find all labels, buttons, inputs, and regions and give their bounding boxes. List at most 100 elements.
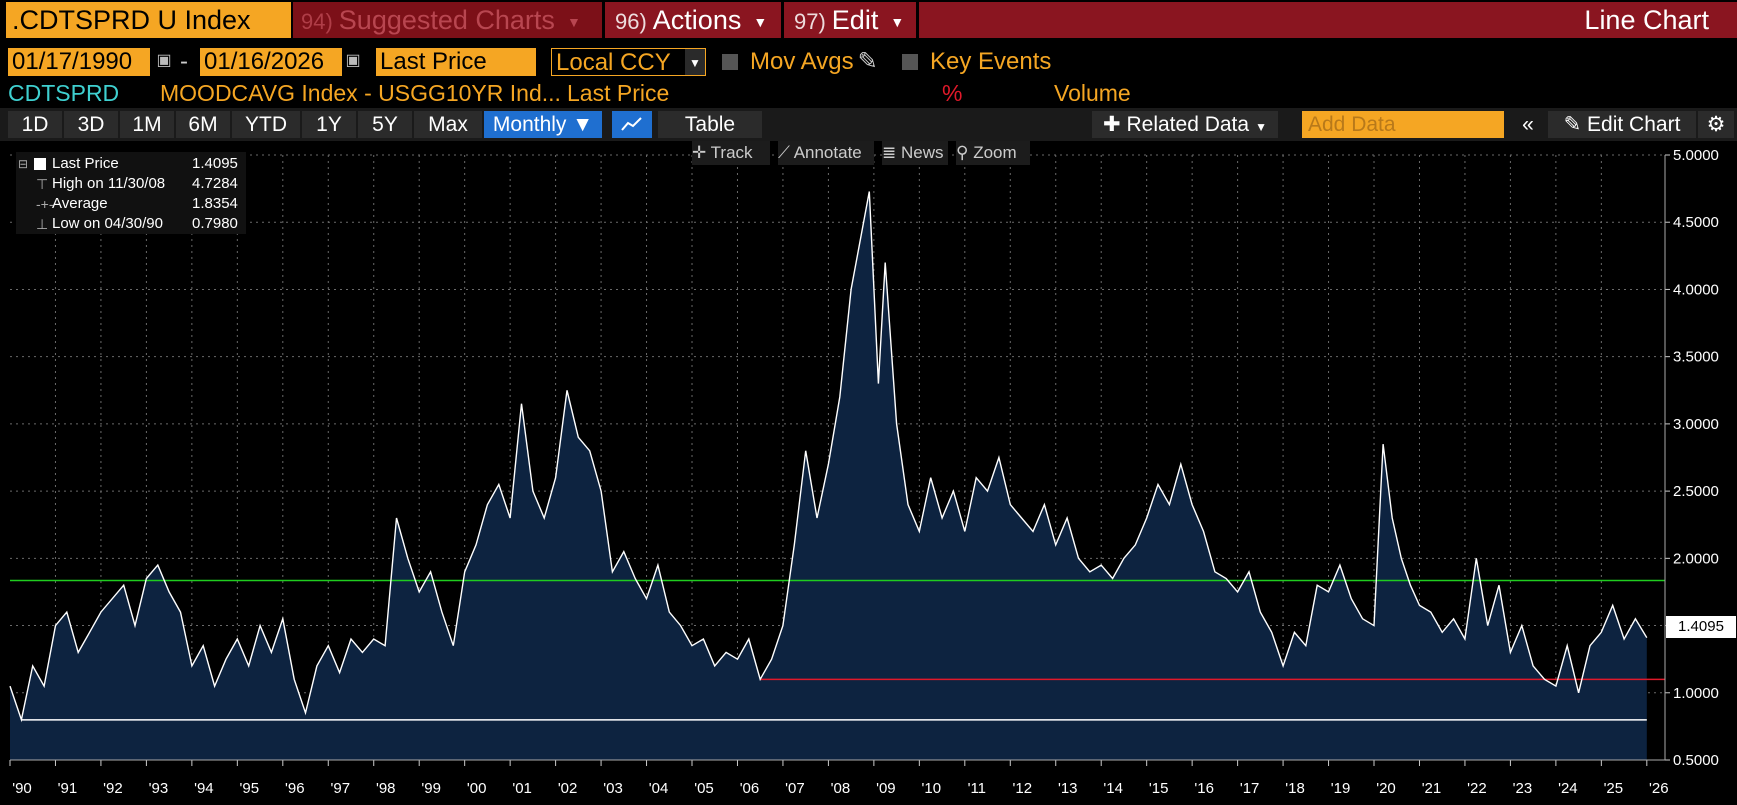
collapse-icon[interactable]: ⊟ (18, 157, 29, 171)
calendar-icon[interactable]: ▣ (345, 52, 361, 69)
x-tick-label: '95 (240, 780, 260, 797)
data-point (1180, 463, 1182, 465)
data-point (884, 262, 886, 264)
data-point (566, 389, 568, 391)
data-point (1293, 631, 1295, 633)
y-tick-label: 0.5000 (1673, 752, 1719, 769)
collapse-icon[interactable]: « (1510, 111, 1546, 138)
start-date-input[interactable]: 01/17/1990 (8, 48, 150, 76)
edit-chart-button[interactable]: ✎ Edit Chart (1548, 111, 1696, 138)
data-point (1316, 584, 1318, 586)
data-point (737, 658, 739, 660)
period-ytd-button[interactable]: YTD (232, 111, 300, 138)
ticker-label: .CDTSPRD U Index (12, 5, 251, 35)
data-point (1282, 665, 1284, 667)
gear-icon[interactable]: ⚙ (1698, 111, 1734, 138)
chart-type-label: Line Chart (1584, 5, 1709, 35)
x-tick-label: '18 (1285, 780, 1305, 797)
data-point (918, 530, 920, 532)
data-point (998, 457, 1000, 459)
series-field: Last Price (567, 80, 670, 106)
data-point (475, 544, 477, 546)
track-tool[interactable]: ✛ Track (692, 141, 770, 165)
percent-toggle[interactable]: % (942, 80, 963, 106)
x-tick-label: '98 (376, 780, 396, 797)
period-1y-button[interactable]: 1Y (302, 111, 356, 138)
zoom-tool[interactable]: ⚲ Zoom (956, 141, 1030, 165)
actions-label: Actions (652, 5, 742, 35)
data-point (1400, 557, 1402, 559)
table-button[interactable]: Table (658, 111, 762, 138)
data-point (634, 578, 636, 580)
data-point (43, 685, 45, 687)
annotate-tool[interactable]: ⟋ Annotate (778, 141, 874, 165)
data-point (259, 625, 261, 627)
data-point (646, 598, 648, 600)
suggested-charts-menu[interactable]: 94) Suggested Charts ▼ (293, 2, 602, 38)
add-data-input[interactable]: Add Data (1302, 111, 1504, 138)
data-point (327, 645, 329, 647)
y-tick-label: 4.0000 (1673, 281, 1719, 298)
annotate-label: Annotate (793, 143, 862, 162)
zoom-label: Zoom (973, 143, 1017, 162)
data-point (316, 665, 318, 667)
x-tick-label: '12 (1012, 780, 1032, 797)
data-point (1043, 504, 1045, 506)
data-point (759, 678, 761, 680)
data-point (725, 651, 727, 653)
data-point (748, 638, 750, 640)
key-events-checkbox[interactable] (902, 54, 918, 70)
data-point (1350, 598, 1352, 600)
data-point (202, 645, 204, 647)
end-date-input[interactable]: 01/16/2026 (200, 48, 342, 76)
x-tick-label: '15 (1149, 780, 1169, 797)
news-tool[interactable]: ≣ News (882, 141, 948, 165)
data-point (100, 611, 102, 613)
last-price-tag: 1.4095 (1666, 616, 1736, 638)
data-point (361, 651, 363, 653)
period-5y-button[interactable]: 5Y (358, 111, 412, 138)
data-point (339, 672, 341, 674)
price-chart[interactable]: 0.50001.00001.50002.00002.50003.00003.50… (0, 141, 1737, 805)
period-max-button[interactable]: Max (414, 111, 482, 138)
currency-select[interactable]: Local CCY ▼ (551, 48, 706, 76)
volume-label[interactable]: Volume (1054, 80, 1131, 106)
data-point (1066, 517, 1068, 519)
x-tick-label: '23 (1513, 780, 1533, 797)
period-3d-button[interactable]: 3D (64, 111, 118, 138)
line-chart-icon[interactable] (612, 111, 652, 138)
data-point (452, 645, 454, 647)
data-point (305, 712, 307, 714)
x-tick-label: '05 (694, 780, 714, 797)
actions-menu[interactable]: 96) Actions ▼ (605, 2, 781, 38)
average-marker-icon: -+- (36, 196, 54, 212)
period-6m-button[interactable]: 6M (176, 111, 230, 138)
period-1d-button[interactable]: 1D (8, 111, 62, 138)
series-description: MOODCAVG Index - USGG10YR Ind... (160, 80, 561, 106)
data-point (1339, 564, 1341, 566)
data-point (384, 645, 386, 647)
data-point (1623, 638, 1625, 640)
pencil-icon[interactable]: ✎ (857, 48, 878, 75)
x-tick-label: '99 (421, 780, 441, 797)
ticker-field[interactable]: .CDTSPRD U Index (6, 2, 291, 38)
period-1m-button[interactable]: 1M (120, 111, 174, 138)
data-point (805, 450, 807, 452)
x-tick-label: '22 (1467, 780, 1487, 797)
high-marker-icon: ⊤ (36, 176, 49, 192)
data-point (1123, 557, 1125, 559)
data-point (577, 436, 579, 438)
frequency-select[interactable]: Monthly ▼ (484, 111, 602, 138)
mov-avgs-checkbox[interactable] (722, 54, 738, 70)
data-point (1203, 530, 1205, 532)
calendar-icon[interactable]: ▣ (156, 52, 172, 69)
y-tick-label: 1.0000 (1673, 685, 1719, 702)
data-point (543, 517, 545, 519)
data-point (714, 665, 716, 667)
x-tick-label: '02 (558, 780, 578, 797)
related-data-menu[interactable]: ✚ Related Data ▼ (1092, 111, 1278, 138)
field-select[interactable]: Last Price (376, 48, 536, 76)
edit-menu[interactable]: 97) Edit ▼ (784, 2, 916, 38)
data-point (850, 288, 852, 290)
data-point (1225, 578, 1227, 580)
